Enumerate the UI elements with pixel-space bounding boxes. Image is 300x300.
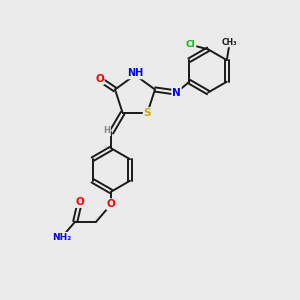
Text: NH₂: NH₂ xyxy=(52,233,71,242)
Text: O: O xyxy=(75,197,84,207)
Text: Cl: Cl xyxy=(186,40,196,49)
Text: H: H xyxy=(103,127,110,136)
Text: O: O xyxy=(107,199,116,209)
Text: NH: NH xyxy=(127,68,143,79)
Text: N: N xyxy=(172,88,181,98)
Text: O: O xyxy=(95,74,104,84)
Text: CH₃: CH₃ xyxy=(222,38,238,46)
Text: S: S xyxy=(144,108,151,118)
